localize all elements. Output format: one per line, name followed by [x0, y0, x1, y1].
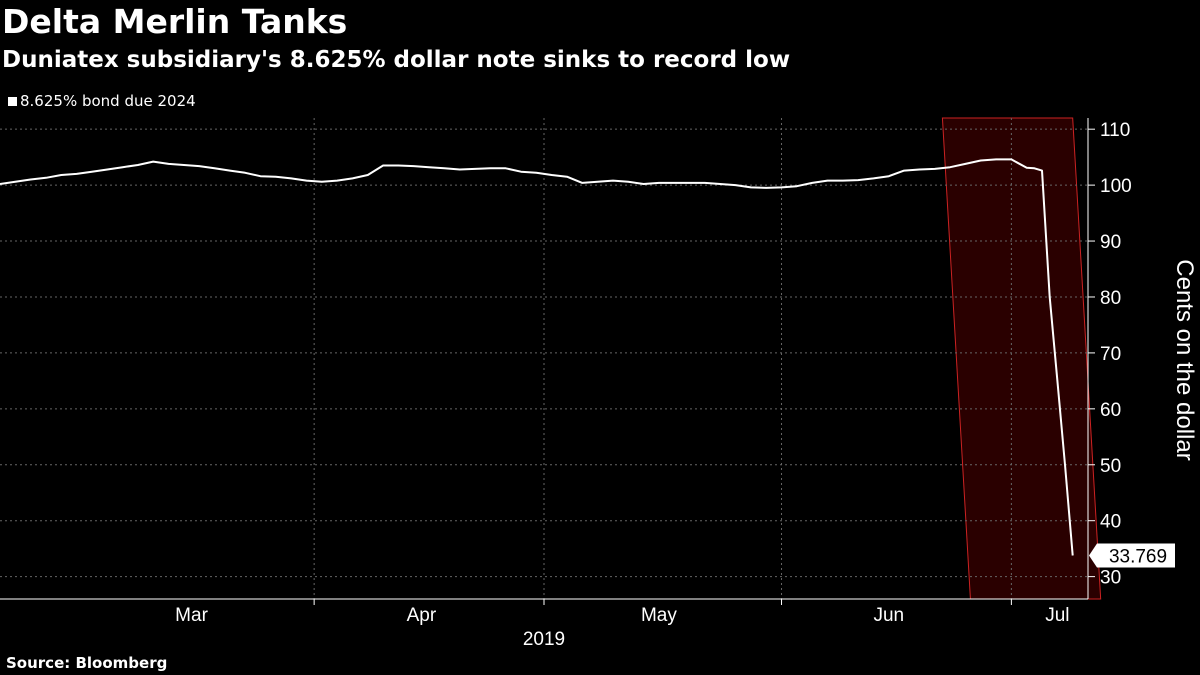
last-value-callout [1089, 543, 1175, 568]
legend-label: 8.625% bond due 2024 [20, 92, 196, 110]
highlight-layer [941, 117, 1102, 600]
x-tick-label: Mar [175, 605, 208, 626]
y-tick-label: 110 [1100, 120, 1130, 141]
last-value-label: 33.769 [1109, 547, 1167, 568]
y-tick-label: 80 [1100, 288, 1121, 309]
source-note: Source: Bloomberg [6, 654, 168, 672]
chart-subtitle: Duniatex subsidiary's 8.625% dollar note… [2, 47, 791, 73]
x-tick-label: Jul [1045, 605, 1069, 626]
chart-title: Delta Merlin Tanks [2, 2, 348, 41]
y-axis-label: Cents on the dollar [1171, 259, 1198, 461]
line-layer [0, 158, 1074, 556]
legend: 8.625% bond due 2024 [8, 91, 196, 111]
x-year-label: 2019 [523, 629, 565, 650]
grid-layer [0, 118, 1088, 599]
y-tick-label: 30 [1100, 568, 1121, 589]
axis-layer [0, 118, 1095, 605]
y-tick-label: 60 [1100, 400, 1121, 421]
x-tick-label: Jun [873, 605, 904, 626]
y-tick-label: 100 [1100, 176, 1132, 197]
label-layer: 30 40 50 60 70 80 90 100 110 Mar Apr May Jun Jul 2019 3… [175, 120, 1175, 650]
y-tick-label: 50 [1100, 456, 1121, 477]
y-tick-label: 90 [1100, 232, 1121, 253]
x-tick-label: Apr [407, 605, 437, 626]
x-tick-label: May [641, 605, 677, 626]
y-tick-label: 40 [1100, 512, 1121, 533]
highlight-band [941, 117, 1102, 600]
y-tick-label: 70 [1100, 344, 1121, 365]
legend-swatch [8, 96, 17, 106]
series-line-8-625-bond [0, 158, 1074, 556]
